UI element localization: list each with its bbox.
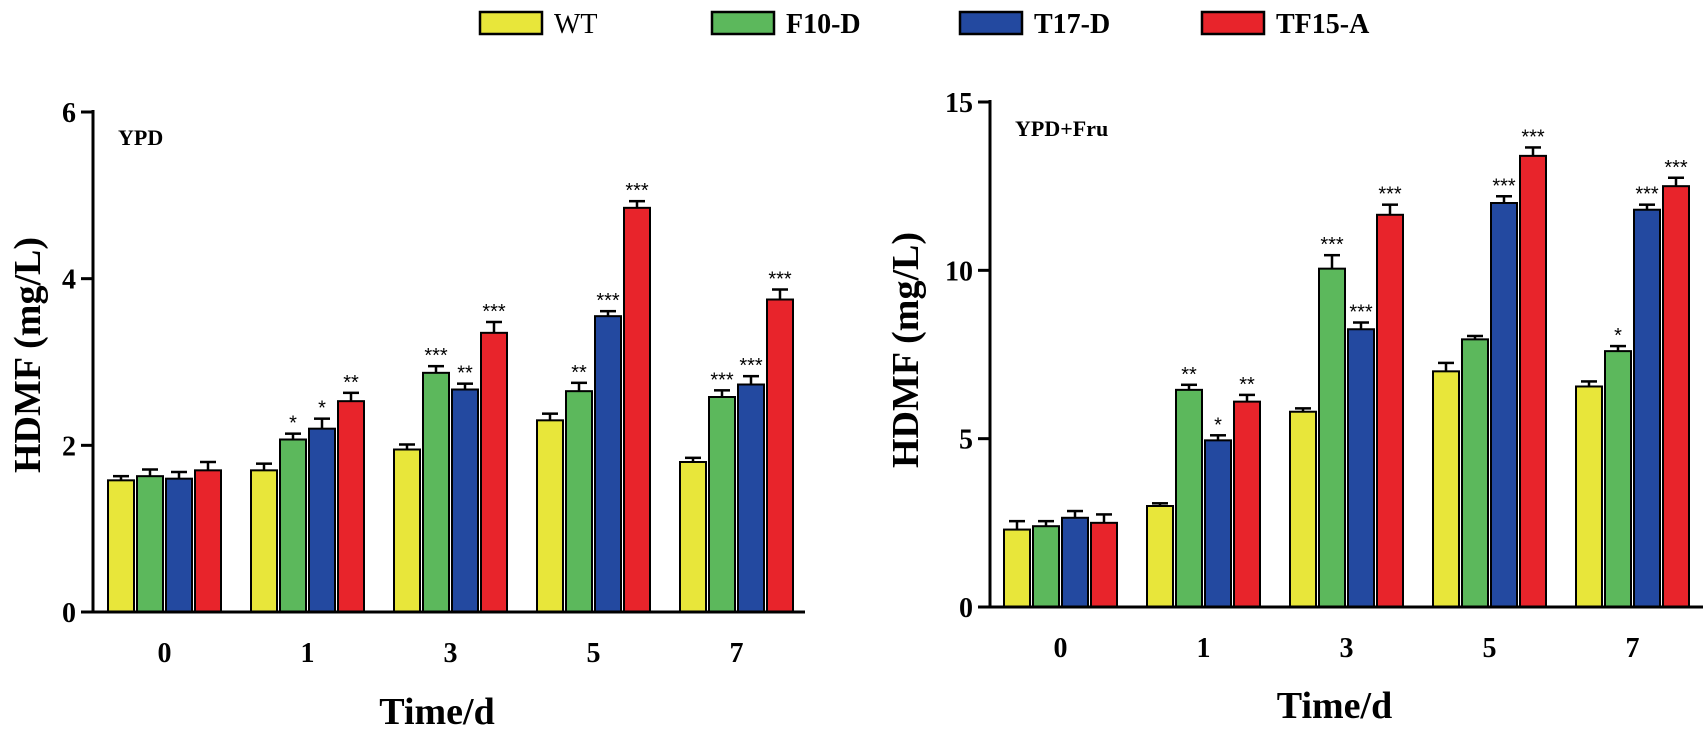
x-tick-label-5: 5 xyxy=(587,638,601,669)
significance-tf15-a-day-1: ** xyxy=(343,372,359,394)
legend-label-t17-d: T17-D xyxy=(1034,9,1110,40)
bar-tf15-a-day-7 xyxy=(766,298,794,613)
bar-tf15-a-day-5 xyxy=(623,206,651,613)
bar-f10-d-day-3 xyxy=(1318,267,1346,608)
legend-swatch-f10-d xyxy=(710,10,776,36)
bar-t17-d-day-3 xyxy=(451,388,479,613)
legend-label-tf15-a: TF15-A xyxy=(1276,9,1370,40)
bar-wt-day-1 xyxy=(250,469,278,614)
y-tick-label-10: 10 xyxy=(945,256,973,287)
y-tick-label-5: 5 xyxy=(959,425,973,456)
bar-wt-day-7 xyxy=(679,461,707,613)
legend-label-wt: WT xyxy=(554,9,598,40)
bar-tf15-a-day-1 xyxy=(1233,400,1261,608)
significance-t17-d-day-7: *** xyxy=(739,355,763,377)
legend: WT F10-D T17-D TF15-A xyxy=(478,9,1370,40)
bar-t17-d-day-5 xyxy=(1490,202,1518,608)
significance-f10-d-day-1: * xyxy=(289,413,297,435)
y-axis-label: HDMF (mg/L) xyxy=(885,232,927,468)
significance-t17-d-day-7: *** xyxy=(1635,184,1659,206)
significance-t17-d-day-3: *** xyxy=(1349,302,1373,324)
significance-f10-d-day-1: ** xyxy=(1181,364,1197,386)
bar-wt-day-7 xyxy=(1575,385,1603,608)
y-tick-label-0: 0 xyxy=(62,598,76,629)
bar-t17-d-day-1 xyxy=(308,427,336,613)
bar-f10-d-day-7 xyxy=(1604,350,1632,608)
x-axis-label: Time/d xyxy=(1277,685,1392,727)
bar-wt-day-0 xyxy=(1003,528,1031,608)
significance-f10-d-day-7: * xyxy=(1614,325,1622,347)
significance-tf15-a-day-3: *** xyxy=(482,301,506,323)
bar-tf15-a-day-3 xyxy=(1376,213,1404,609)
significance-tf15-a-day-5: *** xyxy=(625,180,649,202)
significance-t17-d-day-5: *** xyxy=(1492,175,1516,197)
bar-t17-d-day-1 xyxy=(1204,439,1232,608)
x-tick-label-1: 1 xyxy=(1197,633,1211,664)
y-tick-label-4: 4 xyxy=(62,265,76,296)
legend-swatch-wt xyxy=(478,10,544,36)
significance-t17-d-day-3: ** xyxy=(457,363,473,385)
bar-wt-day-3 xyxy=(1289,410,1317,608)
significance-tf15-a-day-7: *** xyxy=(1664,157,1688,179)
bar-f10-d-day-0 xyxy=(1032,525,1060,609)
bar-wt-day-0 xyxy=(107,479,135,614)
bar-f10-d-day-1 xyxy=(1175,388,1203,608)
bar-t17-d-day-7 xyxy=(737,383,765,613)
bar-t17-d-day-5 xyxy=(594,315,622,613)
bar-tf15-a-day-1 xyxy=(337,400,365,613)
y-tick-label-6: 6 xyxy=(62,98,76,129)
significance-t17-d-day-1: * xyxy=(318,398,326,420)
significance-f10-d-day-5: ** xyxy=(571,362,587,384)
bar-f10-d-day-7 xyxy=(708,396,736,613)
significance-tf15-a-day-1: ** xyxy=(1239,374,1255,396)
significance-t17-d-day-1: * xyxy=(1214,414,1222,436)
bar-t17-d-day-3 xyxy=(1347,328,1375,608)
x-tick-label-0: 0 xyxy=(1054,633,1068,664)
significance-f10-d-day-3: *** xyxy=(424,345,448,367)
bar-wt-day-5 xyxy=(536,419,564,614)
legend-swatch-t17-d xyxy=(958,10,1024,36)
significance-f10-d-day-3: *** xyxy=(1320,234,1344,256)
legend-label-f10-d: F10-D xyxy=(786,9,861,40)
bar-tf15-a-day-3 xyxy=(480,331,508,613)
bar-f10-d-day-3 xyxy=(422,371,450,614)
y-tick-label-0: 0 xyxy=(959,593,973,624)
bar-tf15-a-day-7 xyxy=(1662,185,1690,609)
bar-t17-d-day-0 xyxy=(165,477,193,613)
x-tick-label-0: 0 xyxy=(158,638,172,669)
panel-label: YPD xyxy=(118,125,163,150)
bar-t17-d-day-0 xyxy=(1061,516,1089,608)
panel-label: YPD+Fru xyxy=(1015,116,1108,141)
x-tick-label-7: 7 xyxy=(730,638,744,669)
x-tick-label-5: 5 xyxy=(1483,633,1497,664)
y-tick-label-15: 15 xyxy=(945,88,973,119)
significance-t17-d-day-5: *** xyxy=(596,290,620,312)
bar-f10-d-day-0 xyxy=(136,475,164,613)
x-tick-label-3: 3 xyxy=(444,638,458,669)
bar-f10-d-day-5 xyxy=(1461,338,1489,608)
bar-tf15-a-day-0 xyxy=(1090,521,1118,608)
y-axis-label: HDMF (mg/L) xyxy=(7,237,49,473)
legend-swatch-tf15-a xyxy=(1200,10,1266,36)
significance-f10-d-day-7: *** xyxy=(710,369,734,391)
x-tick-label-7: 7 xyxy=(1626,633,1640,664)
bar-f10-d-day-1 xyxy=(279,438,307,613)
significance-tf15-a-day-7: *** xyxy=(768,269,792,291)
bar-wt-day-3 xyxy=(393,448,421,613)
x-tick-label-3: 3 xyxy=(1340,633,1354,664)
bar-tf15-a-day-0 xyxy=(194,469,222,614)
significance-tf15-a-day-5: *** xyxy=(1521,126,1545,148)
bar-tf15-a-day-5 xyxy=(1519,154,1547,608)
x-tick-label-1: 1 xyxy=(301,638,315,669)
significance-tf15-a-day-3: *** xyxy=(1378,184,1402,206)
bar-t17-d-day-7 xyxy=(1633,208,1661,608)
bar-wt-day-5 xyxy=(1432,370,1460,609)
x-axis-label: Time/d xyxy=(379,691,494,733)
bar-f10-d-day-5 xyxy=(565,390,593,613)
bar-wt-day-1 xyxy=(1146,505,1174,608)
y-tick-label-2: 2 xyxy=(62,431,76,462)
